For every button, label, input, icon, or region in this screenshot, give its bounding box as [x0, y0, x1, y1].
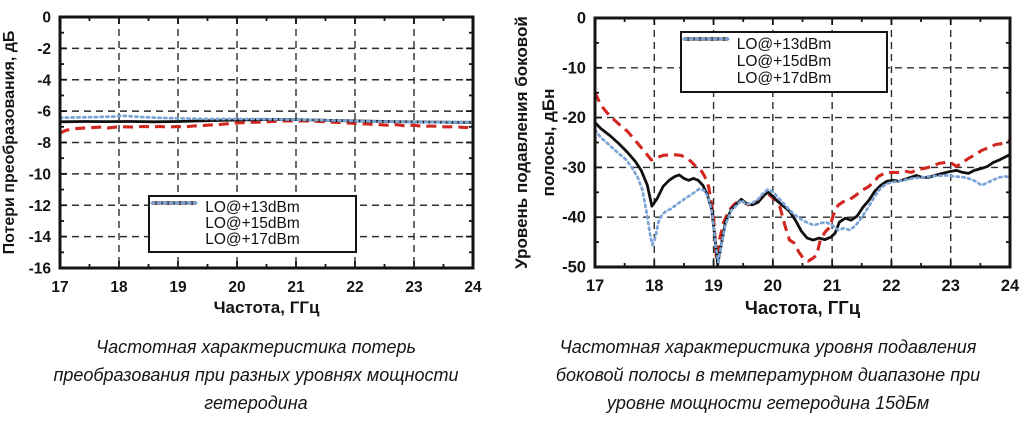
series-line [60, 114, 473, 124]
y-tick-label: -10 [29, 166, 51, 183]
legend-item: LO@+17dBm [150, 201, 349, 249]
x-tick-label: 17 [586, 277, 604, 295]
legend-item: LO@+17dBm [682, 37, 880, 88]
x-tick-label: 17 [51, 279, 68, 296]
x-tick-label: 22 [882, 277, 900, 295]
plot-frame [58, 15, 475, 270]
y-tick-label: -12 [29, 198, 51, 215]
x-tick-label: 18 [110, 279, 128, 296]
legend-item: LO@+15dBm [684, 37, 880, 71]
figure-sideband-suppression: 17 18 19 20 21 22 23 24 0 -10 -20 -30 -40 -50 Частота,… [512, 0, 1024, 433]
legend-label: LO@+17dBm [205, 231, 300, 249]
series-group [595, 92, 1010, 266]
series-line [595, 128, 1010, 264]
legend-label: LO@+17dBm [736, 70, 832, 88]
series-group [60, 114, 473, 135]
x-tick-label: 23 [942, 277, 960, 295]
x-tick-label: 20 [228, 279, 245, 296]
y-tick-label: -6 [37, 104, 51, 121]
x-tick-label: 19 [704, 277, 722, 295]
plot-frame [593, 16, 1012, 269]
y-axis-title: Потери преобразования, дБ [1, 31, 18, 255]
y-tick-label: -16 [29, 261, 52, 278]
legend-label: LO@+15dBm [205, 215, 300, 233]
legend-line-sample [150, 201, 198, 205]
y-tick-label: -10 [562, 59, 586, 77]
legend-label: LO@+13dBm [736, 36, 832, 54]
series-line [60, 119, 473, 135]
x-tick-label: 20 [764, 277, 782, 295]
y-axis-title: полосы, дБн [539, 89, 558, 197]
figure-conversion-loss: 17 18 19 20 21 22 23 24 0 -2 -4 -6 -8 -10 -12 -14 -16 Час… [0, 0, 512, 413]
legend-label: LO@+15dBm [736, 53, 832, 71]
sideband-suppression-legend: LO@+13dBm LO@+15dBm LO@+17dBm [680, 31, 888, 93]
conversion-loss-chart: 17 18 19 20 21 22 23 24 0 -2 -4 -6 -8 -10 -12 -14 -16 Час… [0, 0, 512, 320]
y-tick-label: -14 [29, 229, 52, 246]
caption-sideband-suppression: Частотная характеристика уровня подавлен… [555, 337, 981, 413]
x-axis-title: Частота, ГГц [745, 297, 861, 318]
legend-label: LO@+13dBm [205, 199, 300, 217]
y-tick-label: -20 [562, 109, 586, 127]
conversion-loss-legend: LO@+13dBm LO@+15dBm LO@+17dBm [148, 195, 357, 253]
x-tick-label: 23 [405, 279, 423, 296]
y-tick-label: 0 [577, 10, 586, 28]
caption-conversion-loss: Частотная характеристика потерь преобраз… [53, 337, 459, 413]
x-tick-label: 22 [346, 279, 363, 296]
x-tick-label: 24 [464, 279, 482, 296]
y-tick-label: -2 [37, 41, 51, 58]
chart-svg: 17 18 19 20 21 22 23 24 0 -10 -20 -30 -40 -50 Частота,… [512, 10, 1020, 319]
y-tick-label: -8 [37, 135, 51, 152]
y-tick-label: 0 [42, 10, 51, 27]
y-tick-label: -40 [562, 209, 586, 227]
y-tick-label: -30 [562, 159, 586, 177]
sideband-suppression-chart: 17 18 19 20 21 22 23 24 0 -10 -20 -30 -40 -50 Частота,… [512, 0, 1024, 320]
legend-item: LO@+15dBm [152, 201, 349, 233]
x-tick-label: 21 [287, 279, 305, 296]
x-tick-label: 18 [645, 277, 663, 295]
x-tick-label: 19 [169, 279, 187, 296]
x-tick-label: 24 [1001, 277, 1020, 295]
x-axis-title: Частота, ГГц [214, 298, 320, 317]
series-line [595, 92, 1010, 263]
x-tick-label: 21 [823, 277, 841, 295]
y-axis-title: Уровень подавления боковой [512, 16, 531, 269]
legend-line-sample [682, 37, 730, 41]
y-tick-label: -4 [37, 72, 51, 89]
series-line [595, 121, 1010, 266]
chart-svg: 17 18 19 20 21 22 23 24 0 -2 -4 -6 -8 -10 -12 -14 -16 Час… [1, 10, 482, 318]
y-tick-label: -50 [562, 259, 586, 277]
